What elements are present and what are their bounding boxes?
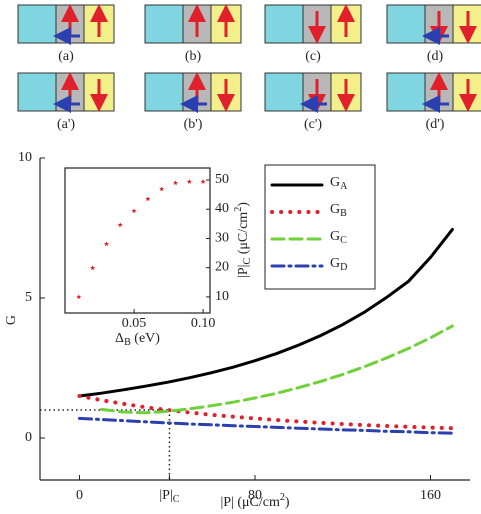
- data-point: [90, 265, 96, 271]
- y-tick-label: 20: [215, 260, 229, 275]
- y-tick-label: 10: [18, 150, 32, 165]
- panel-label: (c'): [304, 117, 322, 132]
- inset-chart: 10 20 30 40 50 0.05 0.10 ΔB (eV) |P|C (μC/cm2): [64, 167, 253, 348]
- cyan-block: [386, 4, 426, 44]
- series-line: [78, 227, 454, 398]
- data-point: [117, 222, 123, 228]
- panel-label: (a'): [57, 117, 75, 132]
- y-tick-label: 5: [25, 290, 32, 305]
- cyan-block: [264, 4, 304, 44]
- data-point: [131, 208, 137, 214]
- data-point: [76, 294, 82, 300]
- cyan-block: [264, 72, 304, 112]
- y-tick-label: 40: [215, 201, 229, 216]
- x-tick-label: 0.05: [122, 316, 147, 331]
- data-point: [159, 186, 165, 192]
- panel-label: (a): [58, 49, 74, 64]
- x-tick-label: |P|C: [159, 488, 179, 505]
- data-point: [186, 179, 192, 184]
- x-tick-label: 160: [420, 488, 441, 503]
- legend-label: GC: [330, 229, 347, 246]
- y-tick-label: 50: [215, 172, 229, 187]
- x-axis-label: |P| (μC/cm2): [220, 492, 289, 510]
- inset-frame: [64, 167, 211, 314]
- legend-label: GA: [330, 175, 348, 192]
- series-line: [99, 324, 454, 415]
- panel-label: (d'): [426, 117, 445, 132]
- panel-label: (c): [305, 49, 321, 64]
- y-axis-label: |P|C (μC/cm2): [233, 202, 253, 278]
- data-point: [173, 180, 178, 186]
- cyan-block: [17, 72, 57, 112]
- cyan-block: [386, 72, 426, 112]
- panel-label: (d): [427, 49, 444, 64]
- x-tick-label: 80: [248, 488, 262, 503]
- y-tick-label: 0: [25, 430, 32, 445]
- y-tick-label: 10: [215, 289, 229, 304]
- legend-label: GB: [330, 202, 347, 219]
- series-line: [78, 416, 454, 435]
- legend-label: GD: [330, 256, 347, 273]
- main-chart: 0 5 10 0 |P|C 80 160 GA GB GC GD |P| (μC/cm2) G: [4, 150, 470, 510]
- x-tick-label: 0.10: [191, 316, 216, 331]
- panel-label: (b): [185, 49, 202, 64]
- cyan-block: [144, 72, 184, 112]
- x-tick-label: 0: [76, 488, 83, 503]
- x-axis-label: ΔB (eV): [115, 331, 160, 348]
- panel-label: (b'): [184, 117, 203, 132]
- data-point: [145, 196, 151, 202]
- data-point: [103, 241, 109, 247]
- data-point: [200, 179, 206, 184]
- cyan-block: [17, 4, 57, 44]
- cyan-block: [144, 4, 184, 44]
- schematic-panels: (a) (b) (c) (d) (a') (b') (c') (d'): [17, 4, 481, 132]
- y-axis-label: G: [4, 315, 19, 325]
- y-tick-label: 30: [215, 231, 229, 246]
- series-line: [77, 394, 455, 431]
